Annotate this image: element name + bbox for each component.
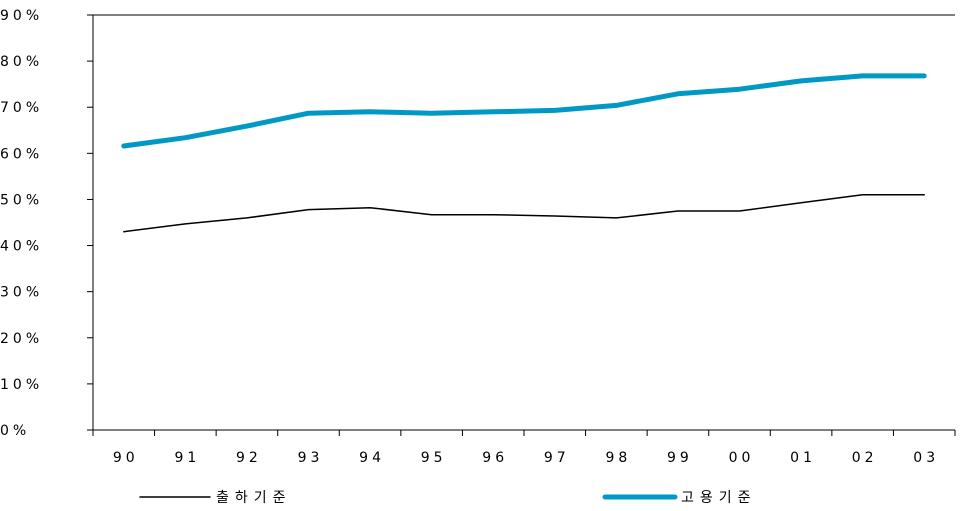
y-tick-label: 90% [0, 8, 43, 24]
y-tick-label: 10% [0, 377, 43, 393]
y-tick-label: 30% [0, 285, 43, 301]
y-tick-label: 40% [0, 239, 43, 255]
y-tick-label: 70% [0, 100, 43, 116]
x-tick-label: 01 [790, 450, 816, 466]
x-tick-label: 96 [482, 450, 508, 466]
x-tick-label: 98 [605, 450, 631, 466]
legend-label-2: 고용기준 [681, 490, 757, 506]
x-tick-label: 02 [852, 450, 878, 466]
y-tick-label: 0% [0, 423, 30, 439]
y-tick-label: 80% [0, 54, 43, 70]
x-tick-label: 97 [544, 450, 570, 466]
x-tick-label: 95 [421, 450, 447, 466]
y-tick-label: 20% [0, 331, 43, 347]
series-line-2 [121, 73, 927, 149]
y-tick-label: 50% [0, 192, 43, 208]
x-tick-label: 90 [113, 450, 139, 466]
x-tick-label: 00 [729, 450, 755, 466]
legend-label-1: 출하기준 [216, 490, 292, 506]
x-tick-label: 03 [913, 450, 939, 466]
x-tick-label: 91 [174, 450, 200, 466]
series-line-1 [123, 194, 925, 233]
x-tick-label: 92 [236, 450, 262, 466]
x-tick-label: 94 [359, 450, 385, 466]
x-tick-label: 93 [298, 450, 324, 466]
x-tick-label: 99 [667, 450, 693, 466]
y-tick-label: 60% [0, 146, 43, 162]
